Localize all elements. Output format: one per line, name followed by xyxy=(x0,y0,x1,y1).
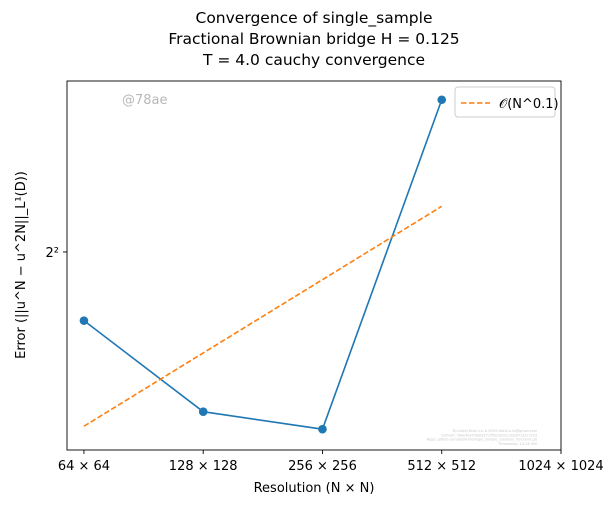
footnote-line: Commit: 78ae4b3f7ba8327c5f5ec62bcc2b2871… xyxy=(441,433,537,437)
error-line xyxy=(83,99,443,431)
data-point xyxy=(318,424,327,434)
data-point xyxy=(437,95,447,105)
data-point xyxy=(198,407,208,416)
legend: 𝒪(N^0.1) xyxy=(454,86,559,118)
y-axis-label: Error (||u^N − u^2N||_L¹(D)) xyxy=(14,171,29,359)
data-point xyxy=(79,316,89,325)
legend-box xyxy=(454,86,556,118)
x-axis: 64 × 64 128 × 128 256 × 256 512 × 512 1024 ×… xyxy=(58,450,604,474)
y-axis: 2² xyxy=(46,246,67,261)
plot-area xyxy=(66,80,562,451)
x-tick-label: 512 × 512 xyxy=(407,459,476,474)
footnote-line: Repo: github.com/distill-lin/single_samp… xyxy=(427,438,538,442)
footnote-line: Timestamp: 14:14:390 xyxy=(497,442,537,446)
y-tick-label: 2² xyxy=(46,246,59,261)
series-layer xyxy=(79,95,447,434)
chart-title-line: T = 4.0 cauchy convergence xyxy=(202,51,425,69)
x-tick-label: 128 × 128 xyxy=(169,459,238,474)
footnote-block: By Distill Brian Lin & KTOS distill-a.li… xyxy=(427,429,538,446)
x-tick-label: 64 × 64 xyxy=(58,459,110,474)
chart-title-line: Convergence of single_sample xyxy=(196,9,433,28)
footnote-line: By Distill Brian Lin & KTOS distill-a.li… xyxy=(453,429,538,433)
x-tick-label: 256 × 256 xyxy=(288,459,357,474)
reference-line xyxy=(83,205,443,427)
x-axis-label: Resolution (N × N) xyxy=(254,481,375,496)
legend-label: 𝒪(N^0.1) xyxy=(499,97,559,112)
x-tick-label: 1024 × 1024 xyxy=(518,459,603,474)
watermark-text: @78ae xyxy=(122,93,168,108)
chart-title: Convergence of single_sample Fractional B… xyxy=(168,9,459,69)
chart-title-line: Fractional Brownian bridge H = 0.125 xyxy=(168,30,459,48)
